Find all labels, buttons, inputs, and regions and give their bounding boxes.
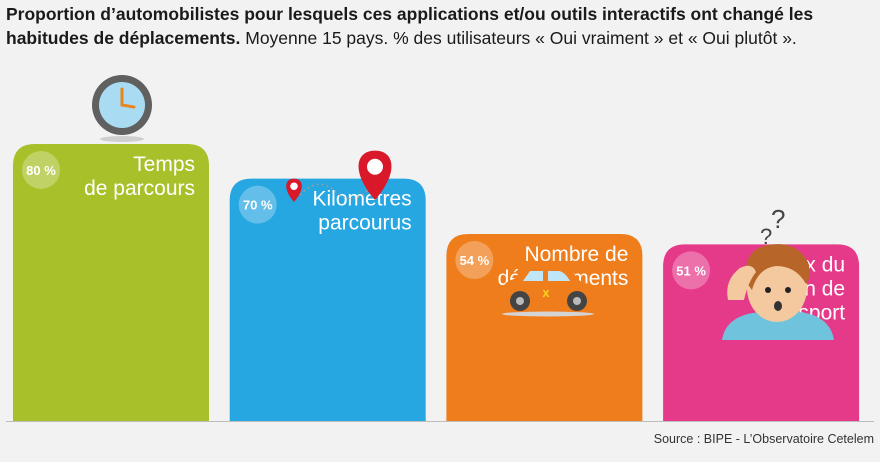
confused-person-icon: ??: [722, 204, 834, 340]
bar: [446, 234, 643, 421]
svg-text:x: x: [542, 285, 550, 300]
svg-text:?: ?: [771, 204, 785, 234]
car-icon: x: [500, 264, 594, 317]
clock-icon: [92, 75, 152, 142]
value-label: 80 %: [26, 163, 56, 178]
value-bubble: [455, 241, 494, 280]
svg-text:?: ?: [760, 224, 772, 249]
category-label: Temps: [133, 153, 195, 176]
source-note: Source : BIPE - L’Observatoire Cetelem: [653, 432, 874, 446]
category-label: Kilomètres: [312, 188, 411, 211]
chart-title: Proportion d’automobilistes pour lesquel…: [6, 2, 874, 50]
bar-group-4: 51 %Choix dumoyen detransport??: [663, 204, 860, 421]
title-bold: Proportion d’automobilistes pour lesquel…: [6, 4, 814, 48]
bar: [229, 178, 426, 421]
category-label: Nombre de: [525, 243, 629, 266]
value-bubble: [22, 151, 60, 189]
value-label: 51 %: [676, 263, 706, 278]
bar: [13, 144, 209, 421]
chart-baseline: [6, 421, 874, 422]
category-label: parcourus: [318, 212, 411, 235]
category-label: de parcours: [84, 177, 195, 200]
value-bubble: [672, 251, 711, 290]
bar-group-3: 54 %Nombre dedéplacementsx: [446, 234, 643, 421]
map-pin-route-icon: [286, 150, 392, 202]
value-label: 70 %: [243, 198, 273, 213]
value-label: 54 %: [460, 253, 490, 268]
title-subtitle: Moyenne 15 pays. % des utilisateurs « Ou…: [245, 28, 797, 48]
value-bubble: [238, 185, 277, 224]
